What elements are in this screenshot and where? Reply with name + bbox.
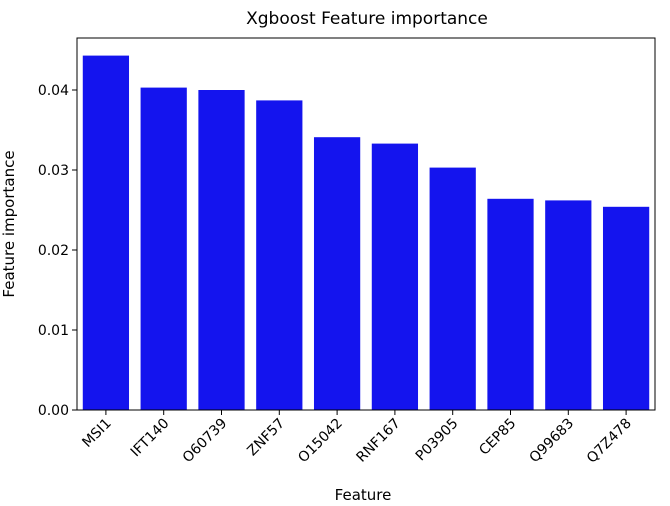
x-tick-label: CEP85 xyxy=(476,416,519,459)
y-tick-label: 0.00 xyxy=(38,403,69,419)
chart-title: Xgboost Feature importance xyxy=(246,9,488,29)
x-tick-label: IFT140 xyxy=(128,416,173,461)
x-tick-label: RNF167 xyxy=(354,416,404,466)
y-axis-ticks: 0.00 0.01 0.02 0.03 0.04 xyxy=(38,83,77,419)
x-tick-label: Q99683 xyxy=(527,416,578,467)
x-tick-label: ZNF57 xyxy=(244,416,288,460)
x-tick-label: O60739 xyxy=(180,416,231,467)
bar-msi1 xyxy=(82,55,130,410)
y-tick-label: 0.02 xyxy=(38,243,69,259)
bar-rnf167 xyxy=(371,143,419,410)
bar-ift140 xyxy=(140,87,187,410)
bar-q7z478 xyxy=(602,206,650,410)
bar-cep85 xyxy=(487,198,534,410)
bar-p03905 xyxy=(429,167,476,410)
y-tick-label: 0.03 xyxy=(38,163,69,179)
x-tick-label: O15042 xyxy=(295,416,346,467)
y-axis-label: Feature importance xyxy=(0,150,18,297)
plot-frame xyxy=(76,37,656,411)
y-tick-label: 0.01 xyxy=(38,323,69,339)
x-axis-ticks: MSI1 IFT140 O60739 ZNF57 O15042 RNF167 P03905 C… xyxy=(79,410,635,467)
x-tick-label: MSI1 xyxy=(79,416,114,451)
y-tick-label: 0.04 xyxy=(38,83,69,99)
bar-o15042 xyxy=(313,137,361,410)
bar-o60739 xyxy=(198,90,245,410)
x-tick-label: Q7Z478 xyxy=(584,416,635,467)
bar-znf57 xyxy=(256,100,303,411)
x-tick-label: P03905 xyxy=(413,416,462,465)
bar-q99683 xyxy=(545,200,592,410)
bars-group xyxy=(82,55,650,411)
x-axis-label: Feature xyxy=(335,486,392,504)
